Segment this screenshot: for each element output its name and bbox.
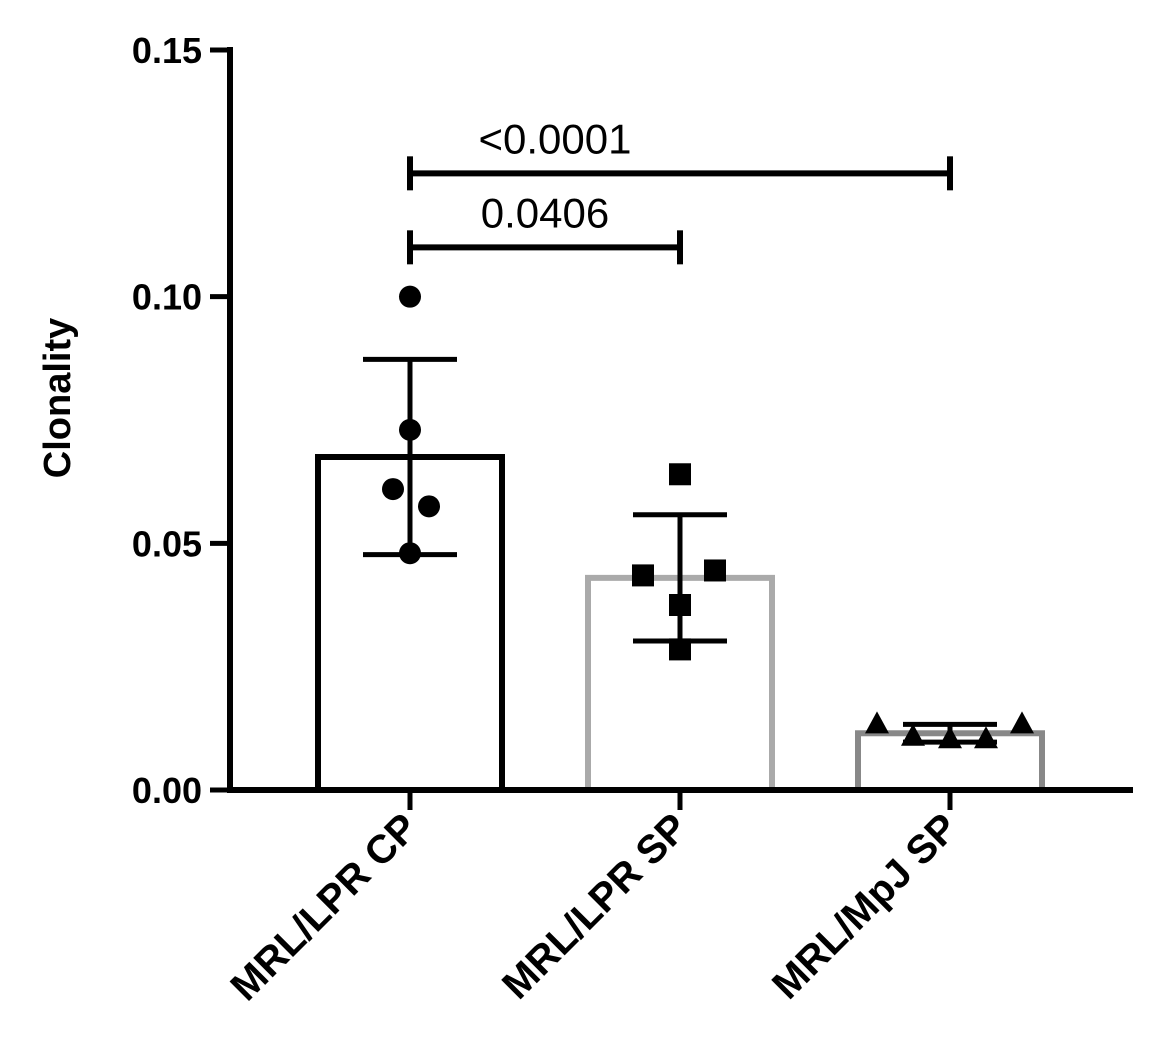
y-tick-label: 0.10 (132, 277, 202, 318)
y-axis-label: Clonality (37, 318, 79, 478)
y-tick-label: 0.00 (132, 770, 202, 811)
data-points-layer (382, 285, 1034, 749)
data-point (938, 726, 962, 749)
data-point (669, 594, 691, 616)
data-point (382, 478, 404, 501)
data-point (704, 559, 726, 582)
data-point (669, 463, 691, 486)
significance-label: 0.0406 (481, 189, 609, 236)
ticks-layer: 0.00 0.05 0.10 0.15 MRL/LPR CP MRL/LPR SP MRL/… (132, 30, 966, 1009)
axes-layer (227, 47, 1133, 793)
data-point (418, 495, 440, 518)
data-point (632, 564, 654, 587)
y-tick-label: 0.05 (132, 523, 202, 564)
y-tick-label: 0.15 (132, 30, 202, 71)
data-point (669, 638, 691, 661)
error-bars-layer (363, 356, 997, 745)
data-point (974, 726, 998, 749)
x-tick-label: MRL/MpJ SP (764, 805, 966, 1007)
data-point (901, 723, 925, 746)
significance-layer: 0.0406 <0.0001 (407, 115, 953, 265)
significance-label: <0.0001 (479, 115, 632, 162)
data-point (399, 418, 421, 441)
data-point (1010, 711, 1034, 734)
x-tick-label: MRL/LPR SP (494, 805, 696, 1007)
data-point (399, 542, 421, 565)
data-point (865, 711, 889, 734)
data-point (399, 285, 421, 308)
x-tick-label: MRL/LPR CP (222, 805, 426, 1009)
